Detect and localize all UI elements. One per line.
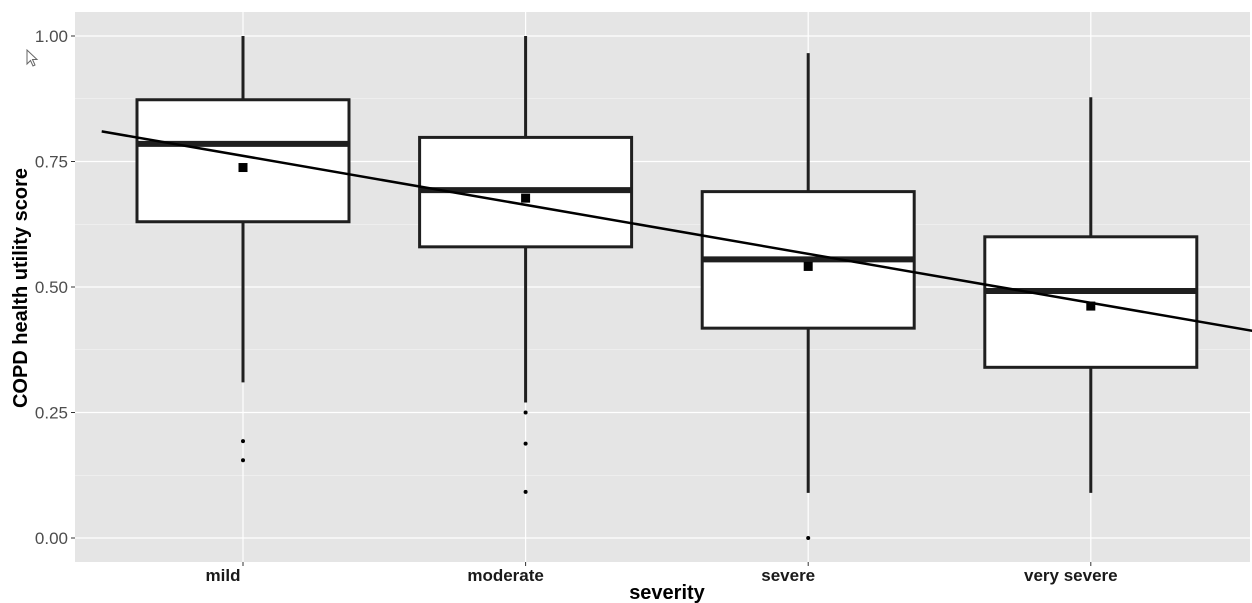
- outlier-point: [241, 458, 245, 463]
- outlier-point: [523, 489, 528, 494]
- outlier-point: [806, 536, 811, 540]
- y-axis-title: COPD health utility score: [10, 168, 32, 408]
- mean-marker: [521, 193, 531, 203]
- y-tick-label: 0.50: [35, 278, 68, 297]
- x-tick-label: severe: [761, 566, 815, 585]
- x-tick-label: moderate: [467, 566, 544, 585]
- mean-marker: [803, 261, 813, 271]
- trend-line-group: [101, 130, 1252, 333]
- x-axis-ticks: mild moderate severe very severe: [206, 562, 1118, 585]
- box-mild: [135, 36, 351, 463]
- x-tick-label: mild: [206, 566, 241, 585]
- y-tick-label: 1.00: [35, 27, 68, 46]
- y-tick-label: 0.00: [35, 529, 68, 548]
- mean-marker: [1086, 301, 1096, 311]
- mean-marker: [238, 163, 248, 173]
- box-iqr: [135, 98, 351, 224]
- y-tick-label: 0.75: [35, 153, 68, 172]
- mouse-cursor-icon: [26, 49, 39, 67]
- outlier-point: [523, 441, 528, 446]
- outlier-point: [241, 439, 245, 444]
- x-tick-label: very severe: [1024, 566, 1118, 585]
- y-tick-label: 0.25: [35, 404, 68, 423]
- y-axis-ticks: 0.00 0.25 0.50 0.75 1.00: [35, 27, 75, 548]
- trend-line: [101, 130, 1252, 333]
- outlier-point: [523, 410, 528, 415]
- x-axis-title: severity: [629, 582, 705, 603]
- box-severe: [700, 53, 916, 540]
